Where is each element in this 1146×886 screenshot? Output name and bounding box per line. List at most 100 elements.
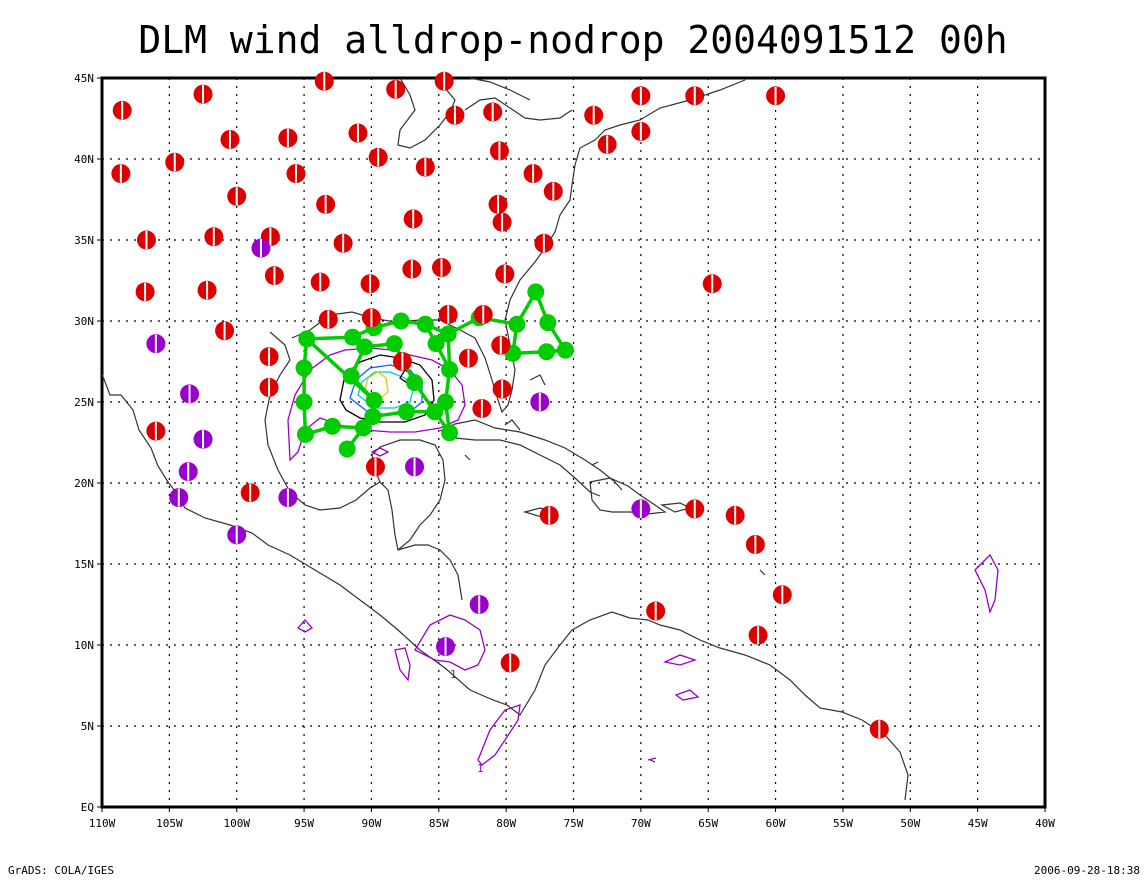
observation-red xyxy=(869,719,889,739)
track-point xyxy=(441,424,459,442)
observation-red xyxy=(146,421,166,441)
y-tick-label: 35N xyxy=(74,234,94,247)
observation-red xyxy=(403,209,423,229)
track-point xyxy=(364,408,382,426)
observation-red xyxy=(220,130,240,150)
observation-red xyxy=(197,280,217,300)
y-tick-label: 40N xyxy=(74,153,94,166)
observation-red xyxy=(766,86,786,106)
observation-red xyxy=(584,105,604,125)
contour-label: 1 xyxy=(477,762,484,775)
observation-red xyxy=(415,157,435,177)
x-tick-label: 85W xyxy=(429,817,449,830)
plot-frame xyxy=(100,76,1047,809)
x-tick-label: 100W xyxy=(223,817,250,830)
observation-red xyxy=(500,653,520,673)
x-tick-label: 55W xyxy=(833,817,853,830)
gridlines xyxy=(102,78,1045,807)
observation-red xyxy=(386,79,406,99)
observation-red xyxy=(227,186,247,206)
observation-red xyxy=(310,272,330,292)
observation-red xyxy=(495,264,515,284)
track-point xyxy=(354,419,372,437)
coastlines xyxy=(101,77,909,801)
observation-red xyxy=(489,141,509,161)
track-point xyxy=(296,425,314,443)
track-point xyxy=(508,315,526,333)
observation-purple xyxy=(178,462,198,482)
observation-red xyxy=(135,282,155,302)
x-tick-label: 90W xyxy=(361,817,381,830)
observation-purple xyxy=(278,488,298,508)
observation-red xyxy=(314,71,334,91)
observation-red xyxy=(772,585,792,605)
observation-purple xyxy=(146,334,166,354)
y-tick-label: 5N xyxy=(81,720,94,733)
track-point xyxy=(356,338,374,356)
x-tick-label: 95W xyxy=(294,817,314,830)
observation-red xyxy=(333,233,353,253)
track-point xyxy=(392,312,410,330)
track-point xyxy=(538,343,556,361)
observation-red xyxy=(597,134,617,154)
observation-red xyxy=(259,377,279,397)
observation-red xyxy=(264,266,284,286)
observation-red xyxy=(438,305,458,325)
y-tick-label: 10N xyxy=(74,639,94,652)
track-point xyxy=(437,393,455,411)
observation-red xyxy=(491,335,511,355)
observation-red xyxy=(725,505,745,525)
track-point xyxy=(342,367,360,385)
y-tick-label: 30N xyxy=(74,315,94,328)
track-point xyxy=(298,330,316,348)
observation-red xyxy=(745,535,765,555)
map-plot: 1 1 110W 105W 100W 95W 90W 85W 80W 75W 70W 65W 60W… xyxy=(74,71,1055,830)
observation-red xyxy=(748,625,768,645)
map-title: DLM wind alldrop-nodrop 2004091512 00h xyxy=(138,18,1008,62)
x-tick-label: 45W xyxy=(968,817,988,830)
y-tick-label: 20N xyxy=(74,477,94,490)
footer-credit: GrADS: COLA/IGES xyxy=(8,864,114,877)
observation-red xyxy=(348,123,368,143)
x-tick-label: 75W xyxy=(564,817,584,830)
footer-timestamp: 2006-09-28-18:38 xyxy=(1034,864,1140,877)
x-tick-label: 60W xyxy=(766,817,786,830)
x-tick-label: 110W xyxy=(89,817,116,830)
y-tick-label: 45N xyxy=(74,72,94,85)
observation-red xyxy=(278,128,298,148)
observation-markers xyxy=(111,71,889,739)
track-point xyxy=(344,328,362,346)
observation-red xyxy=(204,227,224,247)
track-point xyxy=(527,283,545,301)
observation-red xyxy=(492,379,512,399)
observation-red xyxy=(702,274,722,294)
observation-red xyxy=(361,308,381,328)
observation-purple xyxy=(169,488,189,508)
track-point xyxy=(397,403,415,421)
observation-red xyxy=(392,352,412,371)
observation-red xyxy=(365,457,385,477)
x-tick-label: 50W xyxy=(900,817,920,830)
observation-purple xyxy=(251,238,271,258)
observation-red xyxy=(240,483,260,503)
observation-red xyxy=(685,499,705,519)
x-tick-label: 40W xyxy=(1035,817,1055,830)
observation-purple xyxy=(436,637,456,657)
observation-red xyxy=(646,601,666,621)
y-tick-label: 25N xyxy=(74,396,94,409)
observation-red xyxy=(368,147,388,167)
track-point xyxy=(323,417,341,435)
observation-red xyxy=(458,348,478,368)
observation-red xyxy=(136,230,156,250)
observation-purple xyxy=(530,392,550,412)
track-point xyxy=(295,393,313,411)
observation-red xyxy=(445,105,465,125)
y-tick-label: EQ xyxy=(81,801,94,814)
observation-red xyxy=(631,121,651,141)
observation-red xyxy=(111,164,131,184)
x-tick-label: 105W xyxy=(156,817,183,830)
track-point xyxy=(426,403,444,421)
observation-red xyxy=(286,164,306,184)
observation-red xyxy=(402,259,422,279)
observation-red xyxy=(685,86,705,106)
